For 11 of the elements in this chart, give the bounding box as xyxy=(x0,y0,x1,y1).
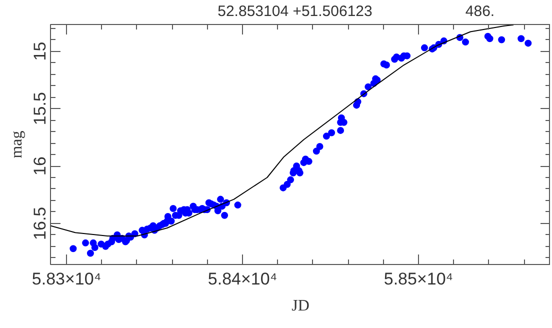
x-tick-label: 5.83×10⁴ xyxy=(32,270,102,288)
y-tick-label: 16 xyxy=(30,156,50,176)
y-tick-label: 15 xyxy=(30,42,50,61)
y-tick-label: 15.5 xyxy=(30,92,50,126)
text: 52.853104 +51.506123 xyxy=(218,3,372,20)
y-axis-title: mag xyxy=(8,130,26,158)
x-axis-title: JD xyxy=(292,298,310,314)
x-tick-label: 5.85×10⁴ xyxy=(384,270,454,288)
x-tick-label: 5.84×10⁴ xyxy=(208,270,278,288)
text: 486. xyxy=(465,3,495,20)
y-tick-label: 16.5 xyxy=(30,206,50,240)
